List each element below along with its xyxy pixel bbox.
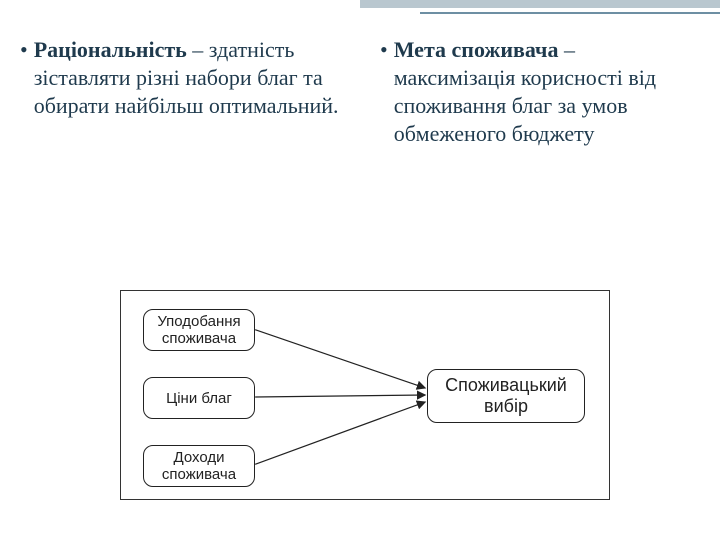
edge-n3-n4: [255, 402, 425, 464]
node-n4: Споживацький вибір: [427, 369, 585, 423]
node-n1: Уподобання споживача: [143, 309, 255, 351]
bullet-columns: • Раціональність – здатність зіставляти …: [20, 36, 700, 148]
edge-n2-n4: [255, 395, 425, 397]
bullet-dot-icon: •: [380, 36, 388, 64]
left-column: • Раціональність – здатність зіставляти …: [20, 36, 340, 148]
slide: • Раціональність – здатність зіставляти …: [0, 0, 720, 540]
decor-bar-thick: [360, 0, 720, 8]
bullet-text-left: Раціональність – здатність зіставляти рі…: [34, 36, 340, 120]
dash-right: –: [558, 37, 575, 62]
bullet-item-right: • Мета споживача – максимізація кориснос…: [380, 36, 700, 148]
node-n2: Ціни благ: [143, 377, 255, 419]
term-left: Раціональність: [34, 37, 187, 62]
def-right: максимізація корисності від споживання б…: [394, 65, 656, 146]
right-column: • Мета споживача – максимізація кориснос…: [380, 36, 700, 148]
decor-bar-thin: [420, 12, 720, 14]
bullet-text-right: Мета споживача – максимізація корисності…: [394, 36, 700, 148]
node-n3: Доходи споживача: [143, 445, 255, 487]
term-right: Мета споживача: [394, 37, 559, 62]
flow-diagram: Уподобання споживача Ціни благ Доходи спож…: [120, 290, 610, 500]
diagram-inner: Уподобання споживача Ціни благ Доходи спож…: [131, 301, 599, 489]
edge-n1-n4: [255, 330, 425, 388]
bullet-item-left: • Раціональність – здатність зіставляти …: [20, 36, 340, 120]
bullet-dot-icon: •: [20, 36, 28, 64]
dash-left: –: [187, 37, 209, 62]
